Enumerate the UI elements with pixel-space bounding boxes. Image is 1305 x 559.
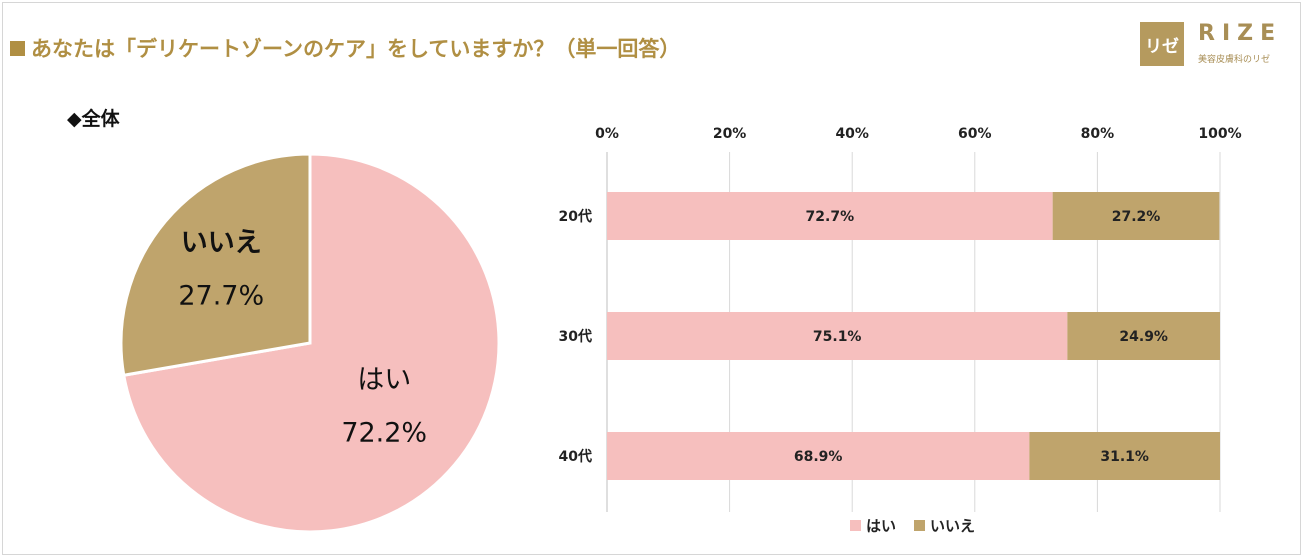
- bar-1-1: [1067, 312, 1220, 360]
- x-tick-label-4: 80%: [1081, 126, 1115, 142]
- bar-label-0-1: 27.2%: [1112, 209, 1161, 225]
- page-title: あなたは「デリケートゾーンのケア」をしていますか？（単一回答）: [10, 33, 680, 63]
- y-category-label-1: 30代: [559, 328, 592, 345]
- title-square-icon: [10, 41, 25, 56]
- y-category-label-2: 40代: [559, 448, 592, 465]
- title-text: あなたは「デリケートゾーンのケア」をしていますか？（単一回答）: [31, 37, 681, 61]
- x-tick-label-0: 0%: [595, 126, 619, 142]
- stacked-bar-chart: 0% 20% 40% 60% 80% 100% 20代 72.7% 27.2% 30代 75.1% 2…: [559, 126, 1242, 535]
- rize-logo: リゼ RIZE 美容皮膚科のリゼ: [1140, 21, 1290, 67]
- bar-1-0: [607, 312, 1068, 360]
- bar-label-2-0: 68.9%: [794, 449, 843, 465]
- pie-slice-label-0: はい: [357, 364, 411, 395]
- y-category-label-0: 20代: [559, 208, 592, 225]
- x-tick-label-1: 20%: [713, 126, 747, 142]
- pie-slice-value-0: 72.2%: [341, 417, 427, 448]
- bar-0-1: [1052, 192, 1220, 240]
- bar-2-1: [1029, 432, 1220, 480]
- logo-wordmark: RIZE: [1198, 21, 1283, 46]
- x-tick-label-3: 60%: [958, 126, 992, 142]
- bar-2-0: [607, 432, 1030, 480]
- pie-slice-label-1: いいえ: [181, 227, 262, 258]
- logo-subtitle: 美容皮膚科のリゼ: [1198, 55, 1271, 65]
- legend-swatch-1: [914, 520, 925, 531]
- pie-chart: はい 72.2% いいえ 27.7%: [119, 152, 501, 534]
- bar-0-0: [607, 192, 1053, 240]
- legend-swatch-0: [850, 520, 861, 531]
- pie-slice-value-1: 27.7%: [178, 280, 264, 311]
- legend-label-0: はい: [866, 517, 896, 535]
- legend-label-1: いいえ: [930, 517, 975, 535]
- logo-mark: リゼ: [1140, 22, 1184, 66]
- bar-label-1-1: 24.9%: [1119, 329, 1168, 345]
- pie-slice-1: [119, 152, 312, 377]
- x-tick-label-2: 40%: [835, 126, 869, 142]
- bar-label-0-0: 72.7%: [806, 209, 855, 225]
- bar-label-1-0: 75.1%: [813, 329, 862, 345]
- bar-label-2-1: 31.1%: [1100, 449, 1149, 465]
- pie-chart-title: ◆全体: [67, 108, 120, 130]
- x-tick-label-5: 100%: [1198, 126, 1241, 142]
